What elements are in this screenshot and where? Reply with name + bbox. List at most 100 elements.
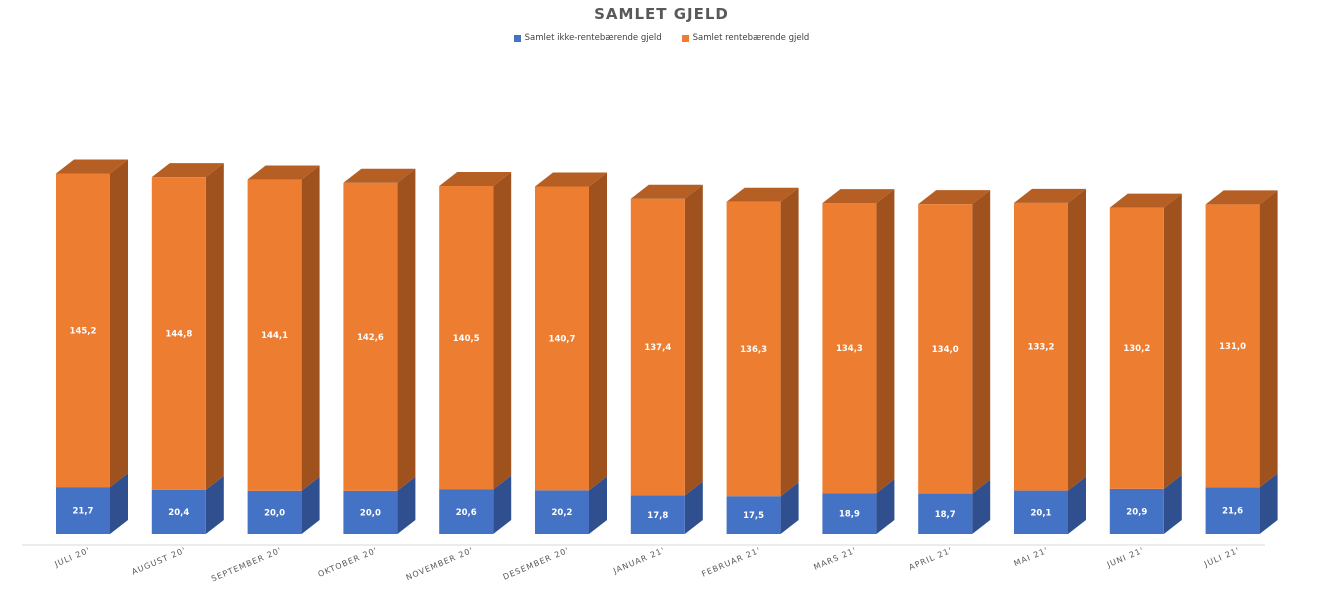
x-tick-label: OKTOBER 20'	[317, 546, 380, 579]
bar-non-interest	[535, 490, 589, 534]
bar-top-interest	[630, 184, 703, 199]
bar-non-interest	[439, 489, 494, 534]
x-tick-label: FEBRUAR 21'	[700, 546, 762, 579]
bar-top-interest	[151, 163, 224, 178]
bar-side-interest	[972, 190, 991, 494]
bar-side-interest	[301, 165, 320, 491]
bar-non-interest	[1205, 487, 1260, 534]
bar-interest	[343, 182, 398, 491]
bar-interest	[439, 186, 494, 490]
x-tick-label: DESEMBER 20'	[502, 546, 571, 582]
x-tick-label: JANUAR 21'	[611, 546, 667, 576]
data-label-non-interest: 18,7	[935, 510, 956, 520]
data-label-interest: 140,5	[453, 334, 480, 344]
legend-swatch-interest	[681, 34, 689, 42]
data-label-non-interest: 21,7	[73, 507, 94, 517]
bar-non-interest	[56, 487, 110, 534]
x-tick-label: APRIL 21'	[908, 546, 954, 572]
data-label-interest: 145,2	[70, 326, 97, 336]
bar-side-interest	[493, 172, 512, 490]
x-tick-label: AUGUST 20'	[130, 546, 187, 577]
bar-top-interest	[56, 159, 128, 174]
bar-non-interest	[726, 496, 781, 534]
bar-interest	[151, 177, 206, 490]
data-label-non-interest: 20,9	[1126, 507, 1147, 517]
x-tick-label: JULI 21'	[1202, 546, 1241, 570]
legend-item-non-interest: Samlet ikke-rentebærende gjeld	[513, 33, 662, 43]
bar-interest	[56, 173, 110, 488]
bar-side-interest	[876, 189, 895, 494]
bar-side-non-interest	[589, 476, 607, 534]
data-label-non-interest: 21,6	[1222, 507, 1243, 517]
bar-top-interest	[822, 189, 895, 204]
bar-non-interest	[822, 493, 877, 534]
bar-side-non-interest	[1068, 476, 1086, 534]
bar-side-non-interest	[876, 479, 895, 534]
x-tick-label: JUNI 21'	[1105, 546, 1146, 570]
bar-interest	[1109, 207, 1164, 489]
bar-interest	[247, 179, 302, 491]
data-label-interest: 133,2	[1028, 343, 1055, 353]
bar-side-interest	[780, 187, 799, 497]
data-label-non-interest: 17,5	[743, 511, 764, 521]
x-tick-label: MAI 21'	[1013, 546, 1050, 569]
bar-non-interest	[1014, 490, 1068, 534]
bar-side-non-interest	[397, 476, 416, 534]
bar-side-interest	[1259, 190, 1278, 488]
bar-interest	[918, 204, 973, 494]
data-label-interest: 144,1	[261, 331, 288, 341]
bar-top-interest	[1014, 188, 1086, 203]
bar-side-non-interest	[301, 476, 320, 534]
data-label-interest: 144,8	[165, 330, 192, 340]
bar-interest	[726, 201, 781, 497]
bar-side-interest	[1068, 188, 1086, 491]
data-label-non-interest: 20,2	[552, 508, 573, 518]
bar-side-non-interest	[110, 473, 128, 534]
data-label-interest: 134,0	[932, 345, 959, 355]
bar-side-non-interest	[1163, 474, 1182, 534]
x-tick-label: SEPTEMBER 20'	[210, 546, 283, 584]
bar-non-interest	[343, 490, 398, 534]
data-label-non-interest: 20,0	[360, 508, 381, 518]
data-label-interest: 137,4	[644, 343, 671, 353]
bar-side-non-interest	[972, 479, 991, 534]
bar-side-interest	[397, 168, 416, 491]
bar-side-non-interest	[493, 475, 512, 534]
data-label-interest: 136,3	[740, 345, 767, 355]
data-label-non-interest: 20,6	[456, 508, 477, 518]
bar-side-interest	[1163, 193, 1182, 489]
bar-top-interest	[439, 172, 512, 187]
bar-interest	[822, 203, 877, 494]
legend-item-interest: Samlet rentebærende gjeld	[681, 33, 809, 43]
bar-non-interest	[247, 490, 302, 534]
bar-non-interest	[151, 489, 206, 534]
bar-top-interest	[1205, 190, 1278, 205]
bar-side-non-interest	[684, 481, 703, 534]
bar-interest	[1014, 202, 1068, 491]
legend-label-non-interest: Samlet ikke-rentebærende gjeld	[524, 33, 662, 43]
data-label-interest: 134,3	[836, 344, 863, 354]
x-tick-label: MARS 21'	[812, 546, 858, 572]
data-label-non-interest: 20,1	[1031, 508, 1052, 518]
data-label-non-interest: 20,4	[168, 508, 189, 518]
bar-side-interest	[684, 184, 703, 496]
bar-side-interest	[589, 172, 607, 491]
data-label-interest: 140,7	[549, 334, 576, 344]
bar-side-non-interest	[1259, 473, 1278, 534]
bar-top-interest	[343, 168, 416, 183]
data-label-non-interest: 18,9	[839, 510, 860, 520]
bar-non-interest	[630, 495, 685, 534]
data-label-interest: 131,0	[1219, 342, 1246, 352]
bar-top-interest	[535, 172, 607, 187]
bar-top-interest	[1109, 193, 1182, 208]
data-label-non-interest: 17,8	[647, 511, 668, 521]
bar-interest	[535, 186, 589, 491]
bar-side-non-interest	[780, 482, 799, 534]
bar-top-interest	[918, 190, 991, 205]
bar-top-interest	[247, 165, 320, 180]
bar-side-interest	[110, 159, 128, 488]
bar-non-interest	[918, 493, 973, 534]
legend-swatch-non-interest	[513, 34, 521, 42]
data-label-interest: 130,2	[1123, 344, 1150, 354]
